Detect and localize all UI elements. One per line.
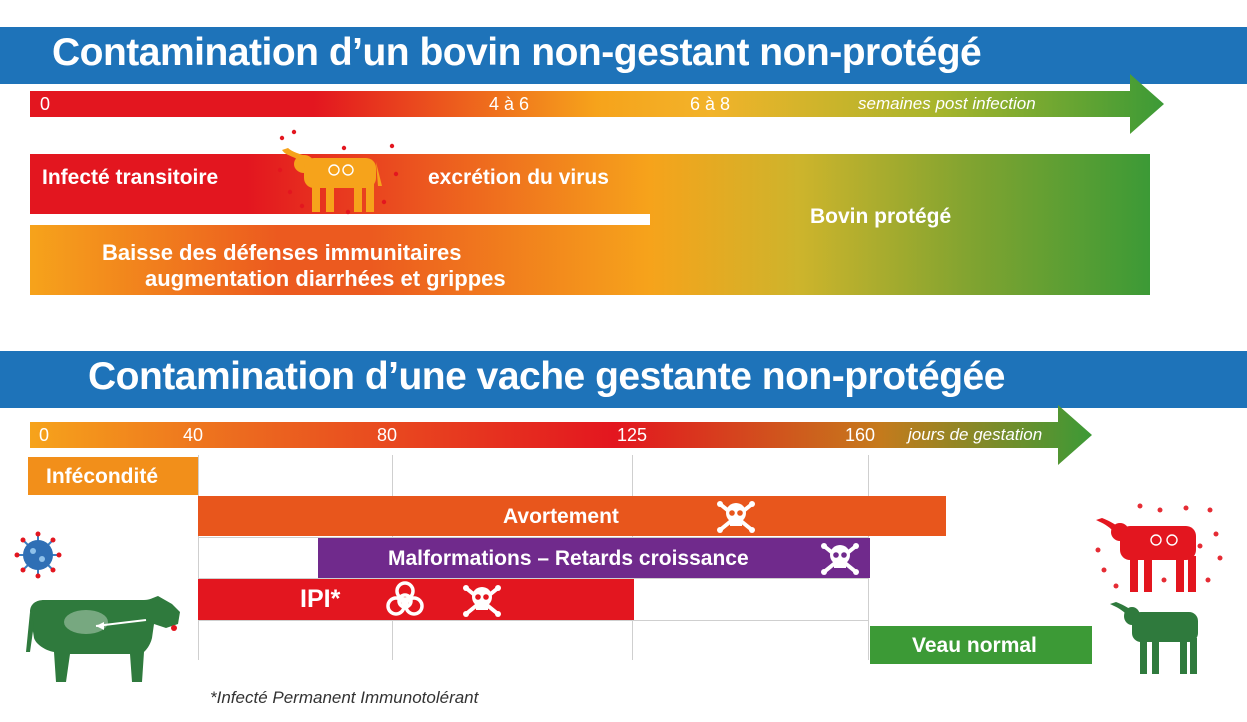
section2-tick-160: 160 <box>845 425 876 445</box>
label-augmentation-diarrhees: augmentation diarrhées et grippes <box>145 266 506 291</box>
section1-title-banner: Contamination d’un bovin non-gestant non… <box>0 27 1247 84</box>
biohazard-icon <box>385 580 425 620</box>
grid-hline-2 <box>198 578 868 579</box>
label-baisse-defenses: Baisse des défenses immunitaires <box>102 240 462 265</box>
skull-crossbones-icon <box>716 498 756 534</box>
section1-tick-2: 6 à 8 <box>690 94 731 114</box>
section2-title-banner: Contamination d’une vache gestante non-p… <box>0 351 1247 408</box>
section2-title: Contamination d’une vache gestante non-p… <box>88 355 1005 398</box>
infected-calf-icon <box>1090 500 1228 600</box>
normal-calf-icon <box>1110 598 1206 678</box>
label-ipi: IPI* <box>300 585 341 613</box>
label-infecondite: Infécondité <box>46 465 159 488</box>
label-bovin-protege: Bovin protégé <box>810 205 952 228</box>
bar-baisse-defenses <box>30 225 650 295</box>
section2-axis-arrow <box>30 405 1094 465</box>
section1-tick-0: 0 <box>40 94 51 114</box>
grid-hline-1 <box>198 537 868 538</box>
section2-tick-125: 125 <box>617 425 648 445</box>
grid-hline-3 <box>198 620 868 621</box>
section1-tick-1: 4 à 6 <box>489 94 530 114</box>
section1-axis-arrow <box>30 74 1166 134</box>
bar-infecondite <box>28 457 198 495</box>
section2-axis-label: jours de gestation <box>908 425 1043 444</box>
bar-bovin-protege <box>650 154 1150 295</box>
bar-avortement <box>198 496 946 536</box>
section1-axis-label: semaines post infection <box>858 94 1036 113</box>
label-avortement: Avortement <box>503 505 619 528</box>
section1-title: Contamination d’un bovin non-gestant non… <box>52 31 982 74</box>
section2-tick-40: 40 <box>183 425 204 445</box>
grid-line-40 <box>198 455 199 660</box>
footnote: *Infecté Permanent Immunotolérant <box>210 688 479 707</box>
section2-tick-0: 0 <box>39 425 50 445</box>
bar-veau-normal <box>870 626 1092 664</box>
virus-icon <box>14 531 62 579</box>
section2-tick-80: 80 <box>377 425 398 445</box>
skull-crossbones-icon <box>820 540 860 576</box>
label-excretion-virus: excrétion du virus <box>428 166 609 189</box>
section2-axis-arrow-shape <box>30 405 1092 465</box>
infected-calf-icon <box>272 126 402 218</box>
label-malformations: Malformations – Retards croissance <box>388 547 749 570</box>
pregnant-cow-icon <box>26 594 184 686</box>
bar-malformations <box>318 538 870 578</box>
label-infecte-transitoire: Infecté transitoire <box>42 166 219 189</box>
skull-crossbones-icon <box>462 582 502 618</box>
label-veau-normal: Veau normal <box>912 634 1037 657</box>
section1-axis-arrow-shape <box>30 74 1164 134</box>
